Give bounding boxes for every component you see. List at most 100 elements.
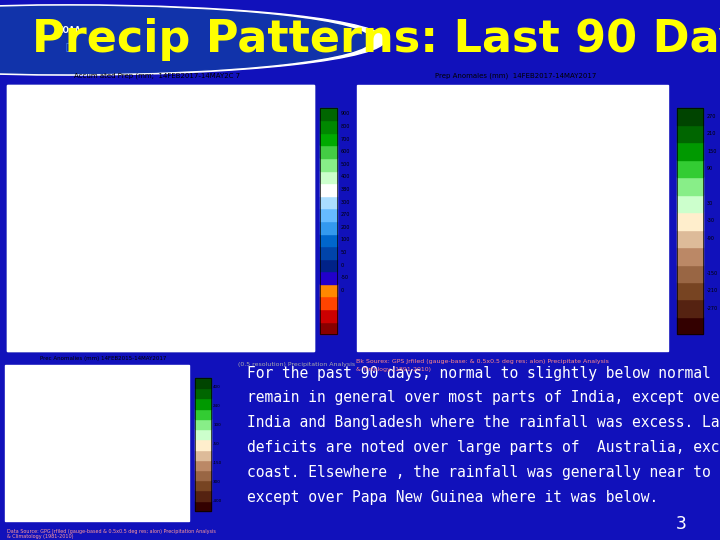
Bar — [4, 365, 189, 521]
Bar — [320, 195, 337, 208]
Text: 380: 380 — [341, 187, 350, 192]
Bar — [194, 440, 211, 449]
Bar — [194, 429, 211, 440]
Bar — [678, 212, 703, 230]
Text: 100: 100 — [213, 423, 221, 428]
Text: -150: -150 — [707, 271, 718, 276]
Bar — [320, 309, 337, 322]
Bar — [678, 107, 703, 125]
Bar — [678, 299, 703, 317]
Text: India and Bangladesh where the rainfall was excess. Large rainfall: India and Bangladesh where the rainfall … — [247, 415, 720, 430]
Bar — [678, 195, 703, 212]
Text: 400: 400 — [213, 386, 221, 389]
Bar — [194, 501, 211, 511]
Bar — [320, 296, 337, 309]
Bar — [678, 247, 703, 265]
Text: 270: 270 — [341, 212, 350, 217]
Text: Prep Anomales (mm)  14FEB2017-14MAY2017: Prep Anomales (mm) 14FEB2017-14MAY2017 — [436, 72, 597, 79]
Bar — [356, 85, 668, 351]
Text: 100: 100 — [341, 237, 350, 242]
Text: 50: 50 — [341, 250, 347, 255]
Bar — [678, 230, 703, 247]
Text: -210: -210 — [707, 288, 718, 293]
Text: -270: -270 — [707, 306, 718, 310]
Bar — [7, 85, 314, 351]
Text: 30: 30 — [707, 201, 714, 206]
Bar — [320, 107, 337, 120]
Text: remain in general over most parts of India, except over northeastern: remain in general over most parts of Ind… — [247, 390, 720, 406]
Bar — [320, 171, 337, 183]
Text: 300: 300 — [213, 481, 221, 484]
Text: 200: 200 — [341, 225, 350, 230]
Text: 240: 240 — [213, 404, 221, 408]
Text: -50: -50 — [213, 442, 220, 447]
Text: & Trrtology (1891-2010): & Trrtology (1891-2010) — [356, 367, 431, 372]
Text: 0: 0 — [341, 288, 343, 293]
Bar — [320, 133, 337, 145]
Bar — [320, 208, 337, 221]
Text: For the past 90 days, normal to slightly below normal rainfall deficits: For the past 90 days, normal to slightly… — [247, 366, 720, 381]
Bar — [678, 160, 703, 177]
Text: coast. Elsewhere , the rainfall was generally near to above normal,: coast. Elsewhere , the rainfall was gene… — [247, 465, 720, 480]
Bar — [678, 317, 703, 334]
Text: 500: 500 — [341, 162, 350, 167]
Bar — [320, 233, 337, 246]
Text: -400: -400 — [213, 500, 222, 503]
Text: Prec Anomalies (mm) 14FEB2015-14MAY2017: Prec Anomalies (mm) 14FEB2015-14MAY2017 — [40, 356, 167, 361]
Text: 800: 800 — [341, 124, 350, 129]
Bar — [678, 177, 703, 195]
Text: -50: -50 — [341, 275, 348, 280]
Bar — [194, 470, 211, 480]
Bar — [194, 490, 211, 501]
Text: -30: -30 — [707, 218, 715, 224]
Bar — [7, 85, 314, 351]
Bar — [194, 388, 211, 399]
Bar — [678, 125, 703, 143]
Text: (0.5 resolution) Precipitation Analysis: (0.5 resolution) Precipitation Analysis — [238, 362, 355, 367]
Bar — [194, 419, 211, 429]
Bar — [320, 322, 337, 334]
Text: 90: 90 — [707, 166, 713, 171]
Bar — [320, 183, 337, 195]
Text: -90: -90 — [707, 236, 715, 241]
Bar — [320, 221, 337, 233]
Bar — [320, 145, 337, 158]
Text: 3: 3 — [676, 515, 687, 532]
Bar — [194, 378, 211, 511]
Bar — [678, 282, 703, 299]
Bar — [678, 107, 703, 334]
Bar — [320, 259, 337, 271]
Bar — [320, 120, 337, 133]
Text: 210: 210 — [707, 131, 716, 136]
Bar — [194, 449, 211, 460]
Text: NOAA: NOAA — [56, 26, 81, 35]
Bar — [320, 107, 337, 334]
Bar — [320, 246, 337, 259]
Text: deficits are noted over large parts of  Australia, except along its east: deficits are noted over large parts of A… — [247, 440, 720, 455]
Text: Accum ated Prep (mm;  14FEB2017-14MAY2C 7: Accum ated Prep (mm; 14FEB2017-14MAY2C 7 — [74, 72, 240, 79]
Text: 600: 600 — [341, 149, 350, 154]
Text: 700: 700 — [341, 137, 350, 141]
Bar — [194, 460, 211, 470]
Text: 150: 150 — [707, 148, 716, 154]
Text: 900: 900 — [341, 111, 350, 116]
Text: 0: 0 — [341, 262, 343, 267]
Text: & Climatology (1981-2010): & Climatology (1981-2010) — [7, 534, 73, 539]
Text: except over Papa New Guinea where it was below.: except over Papa New Guinea where it was… — [247, 489, 659, 504]
Circle shape — [0, 5, 385, 75]
Bar — [194, 409, 211, 419]
Text: 300: 300 — [341, 200, 350, 205]
Bar — [194, 399, 211, 409]
Text: Bk Sourex: GPS Jrfiled (gauge-base: & 0.5x0.5 deg res; alon) Precipitate Analysi: Bk Sourex: GPS Jrfiled (gauge-base: & 0.… — [356, 359, 609, 364]
Circle shape — [0, 6, 371, 73]
Bar — [320, 271, 337, 284]
Bar — [194, 480, 211, 490]
Bar — [678, 265, 703, 282]
Text: Precip Patterns: Last 90 Days: Precip Patterns: Last 90 Days — [32, 18, 720, 62]
Bar — [678, 143, 703, 160]
Text: Data Source: GPG Jrfiled (gauge-based & 0.5x0.5 deg res; alon) Precipitation Ana: Data Source: GPG Jrfiled (gauge-based & … — [7, 529, 216, 534]
Bar — [320, 158, 337, 171]
Bar — [194, 378, 211, 388]
Text: 🌊: 🌊 — [66, 42, 71, 51]
Text: -150: -150 — [213, 461, 222, 465]
